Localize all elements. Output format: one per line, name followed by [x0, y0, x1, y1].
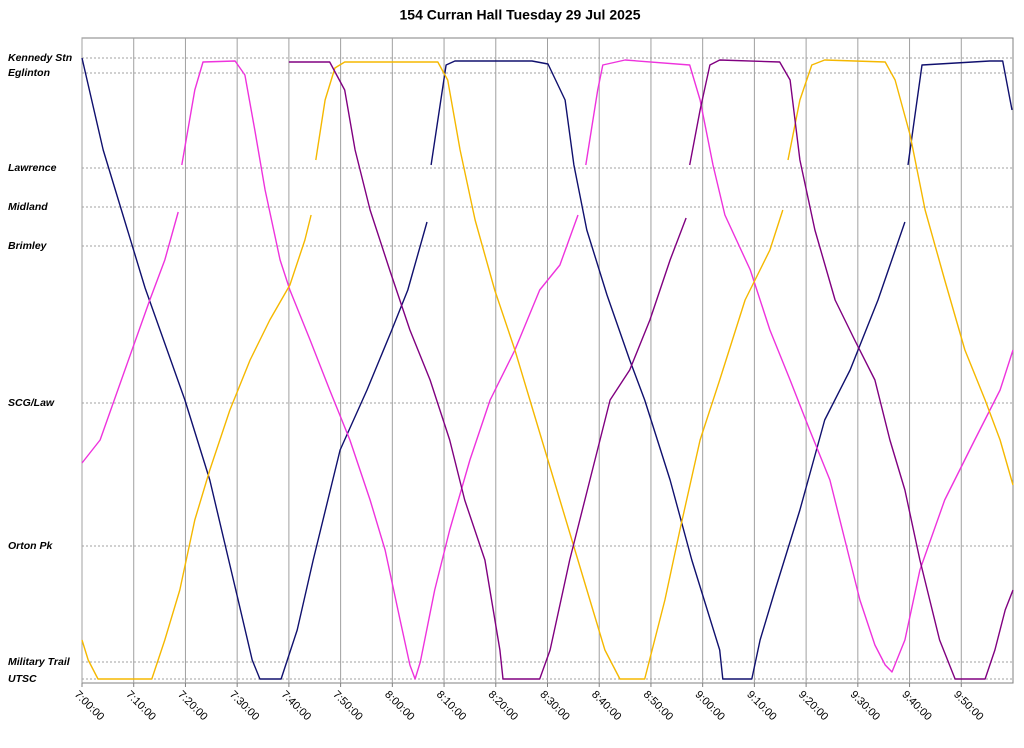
x-tick-label: 9:20:00	[796, 689, 830, 723]
x-tick-label: 7:50:00	[330, 689, 364, 723]
x-tick-label: 7:00:00	[72, 689, 106, 723]
bus-trace	[81, 57, 1013, 680]
y-tick-label: Kennedy Stn	[8, 52, 72, 64]
x-tick-label: 8:10:00	[434, 689, 468, 723]
y-tick-label: Orton Pk	[8, 540, 53, 552]
y-tick-label: SCG/Law	[8, 397, 55, 409]
x-tick-label: 7:40:00	[279, 689, 313, 723]
x-tick-label: 8:20:00	[486, 689, 520, 723]
x-tick-label: 8:30:00	[537, 689, 571, 723]
x-tick-label: 9:00:00	[692, 689, 726, 723]
x-tick-label: 8:50:00	[641, 689, 675, 723]
x-tick-label: 8:00:00	[382, 689, 416, 723]
y-tick-label: UTSC	[8, 673, 37, 685]
x-tick-label: 7:30:00	[227, 689, 261, 723]
y-tick-label: Military Trail	[8, 656, 71, 668]
x-tick-label: 9:10:00	[744, 689, 778, 723]
y-tick-label: Brimley	[8, 240, 48, 252]
x-tick-label: 9:30:00	[848, 689, 882, 723]
y-tick-label: Midland	[8, 201, 48, 213]
x-tick-label: 9:40:00	[899, 689, 933, 723]
x-tick-label: 7:10:00	[124, 689, 158, 723]
chart-title: 154 Curran Hall Tuesday 29 Jul 2025	[400, 7, 641, 23]
y-tick-label: Lawrence	[8, 162, 57, 174]
bus-trace	[288, 59, 1014, 680]
x-tick-label: 9:50:00	[951, 689, 985, 723]
bus-trace	[81, 59, 1014, 680]
y-tick-label: Eglinton	[8, 67, 50, 79]
x-tick-label: 7:20:00	[175, 689, 209, 723]
bus-trace	[81, 59, 1014, 680]
x-tick-label: 8:40:00	[589, 689, 623, 723]
